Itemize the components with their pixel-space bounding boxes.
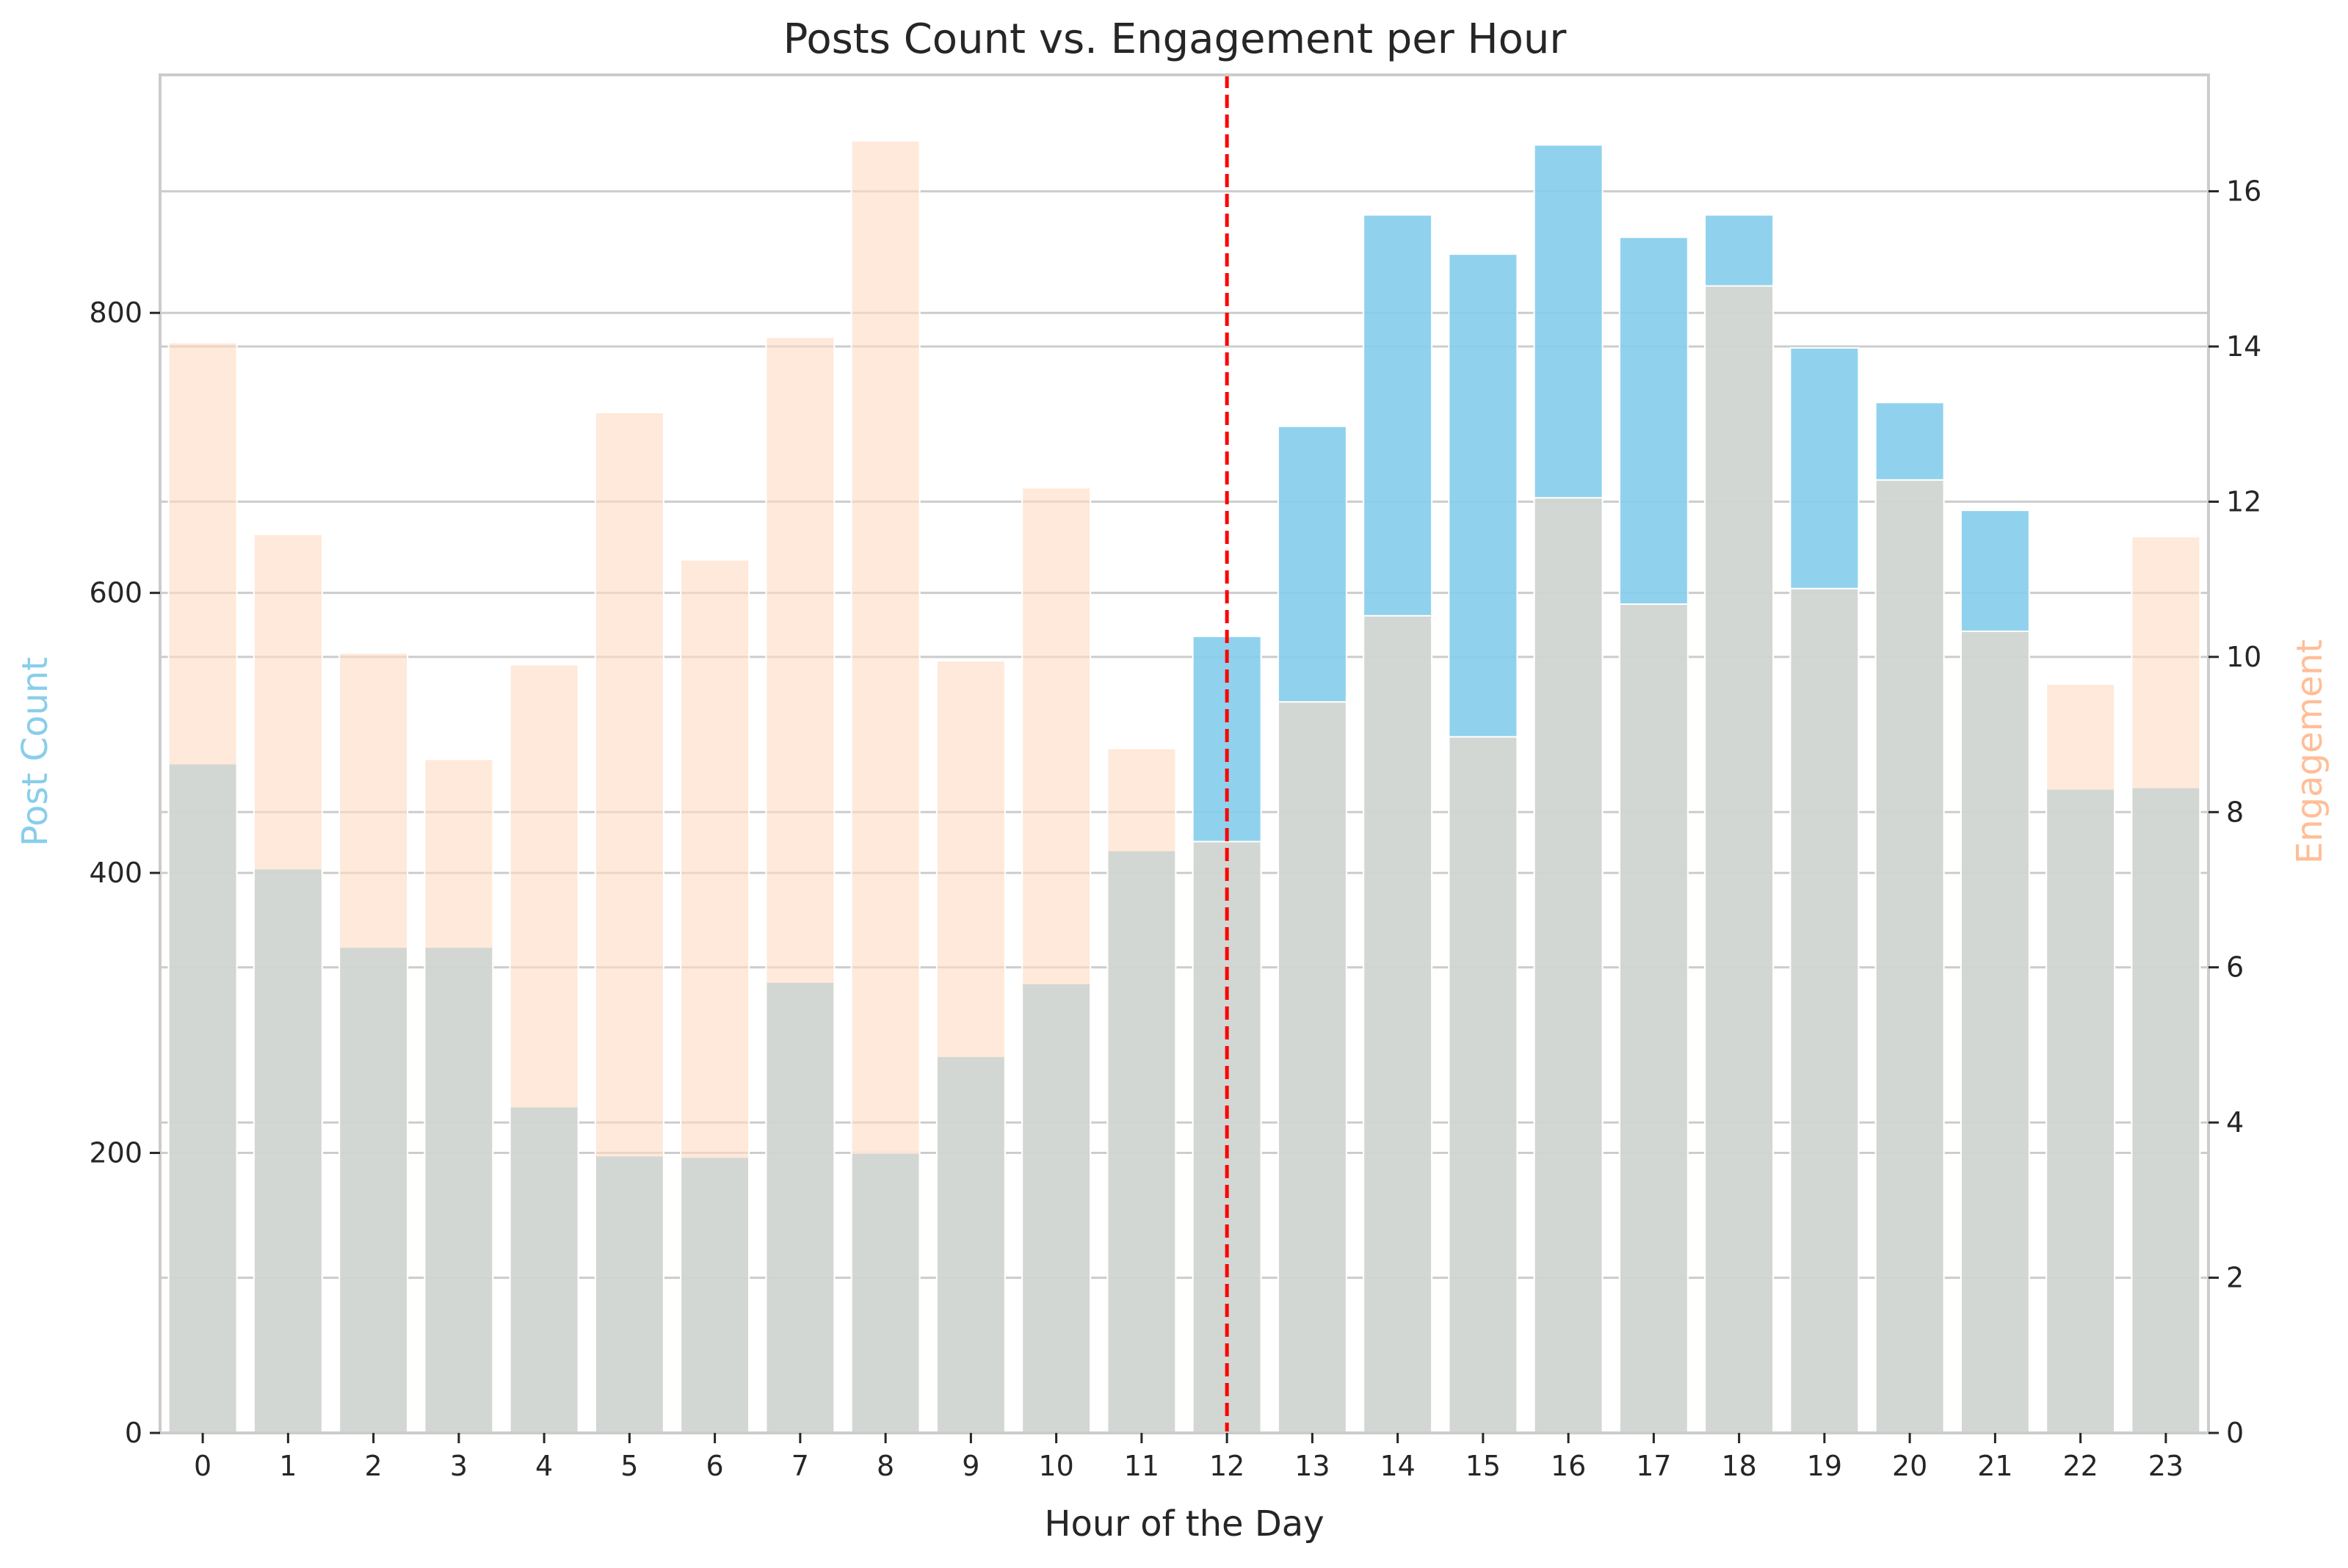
x-tick-label-16: 16	[1551, 1450, 1586, 1482]
x-tick-label-8: 8	[877, 1450, 894, 1482]
right-y-axis-title: Engagement	[2289, 639, 2330, 864]
x-tick-label-12: 12	[1209, 1450, 1244, 1482]
left-tick-label-200: 200	[89, 1137, 142, 1169]
bar-engagement-18	[1704, 285, 1775, 1434]
bar-engagement-8	[850, 139, 921, 1434]
x-tick-label-23: 23	[2148, 1450, 2184, 1482]
bar-engagement-21	[1960, 630, 2030, 1434]
bar-engagement-7	[765, 336, 836, 1434]
x-tick-label-0: 0	[194, 1450, 211, 1482]
x-tick-label-21: 21	[1977, 1450, 2012, 1482]
x-tick-label-19: 19	[1807, 1450, 1842, 1482]
right-tick-label-16: 16	[2226, 175, 2261, 208]
bar-engagement-3	[424, 758, 494, 1434]
x-tick-label-20: 20	[1892, 1450, 1927, 1482]
left-y-axis-title: Post Count	[15, 657, 56, 846]
bar-engagement-4	[509, 664, 579, 1434]
bar-engagement-22	[2046, 683, 2116, 1434]
x-tick-label-4: 4	[535, 1450, 553, 1482]
x-tick-label-18: 18	[1721, 1450, 1756, 1482]
right-tick-label-8: 8	[2226, 796, 2244, 828]
right-tick-label-12: 12	[2226, 485, 2261, 518]
x-tick-label-22: 22	[2062, 1450, 2098, 1482]
bar-engagement-16	[1533, 497, 1604, 1434]
x-tick-label-1: 1	[279, 1450, 297, 1482]
bar-engagement-19	[1789, 587, 1860, 1434]
bar-engagement-9	[935, 660, 1006, 1434]
x-tick-label-14: 14	[1380, 1450, 1415, 1482]
chart-title: Posts Count vs. Engagement per Hour	[783, 15, 1568, 63]
bar-engagement-11	[1106, 747, 1177, 1434]
x-tick-label-9: 9	[962, 1450, 979, 1482]
bar-engagement-2	[338, 652, 409, 1434]
x-tick-label-5: 5	[620, 1450, 638, 1482]
left-tick-label-800: 800	[89, 297, 142, 329]
right-tick-label-6: 6	[2226, 951, 2244, 984]
bar-engagement-20	[1874, 479, 1945, 1434]
plot-frame	[159, 73, 2210, 1434]
bar-engagement-13	[1277, 701, 1347, 1434]
x-tick-label-17: 17	[1636, 1450, 1671, 1482]
x-tick-label-13: 13	[1294, 1450, 1330, 1482]
bar-engagement-14	[1363, 614, 1433, 1434]
right-tick-label-10: 10	[2226, 641, 2261, 673]
left-tick-label-0: 0	[125, 1417, 142, 1449]
bar-engagement-1	[253, 533, 323, 1434]
engagement-bars	[167, 139, 2201, 1434]
bar-engagement-10	[1021, 487, 1092, 1434]
x-tick-label-6: 6	[706, 1450, 724, 1482]
bar-engagement-15	[1448, 736, 1518, 1434]
x-tick-label-7: 7	[791, 1450, 809, 1482]
right-tick-label-4: 4	[2226, 1106, 2244, 1139]
right-tick-label-14: 14	[2226, 330, 2261, 363]
bar-engagement-0	[167, 341, 238, 1434]
x-tick-label-3: 3	[450, 1450, 468, 1482]
bar-engagement-17	[1618, 603, 1689, 1434]
bar-engagement-6	[680, 559, 750, 1434]
x-axis-title: Hour of the Day	[1044, 1503, 1324, 1545]
right-tick-label-2: 2	[2226, 1262, 2244, 1294]
gridlines	[160, 190, 2209, 1434]
x-tick-label-15: 15	[1465, 1450, 1501, 1482]
left-tick-label-400: 400	[89, 857, 142, 889]
bar-engagement-5	[594, 411, 664, 1434]
axes-spine	[159, 73, 2210, 1434]
x-tick-label-11: 11	[1124, 1450, 1159, 1482]
x-tick-label-2: 2	[365, 1450, 383, 1482]
bar-engagement-23	[2131, 536, 2201, 1434]
right-tick-label-0: 0	[2226, 1417, 2244, 1449]
left-tick-label-600: 600	[89, 577, 142, 609]
x-tick-label-10: 10	[1038, 1450, 1073, 1482]
